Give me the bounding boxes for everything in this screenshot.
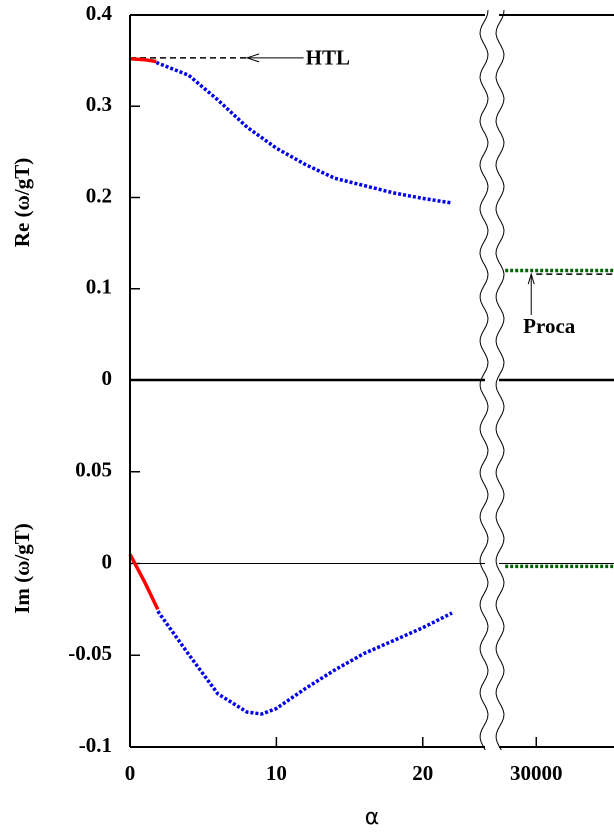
x-tick-label: 10: [266, 761, 287, 785]
y-tick-label: 0: [102, 366, 113, 390]
data-line: [156, 610, 453, 716]
y-tick-label: -0.1: [79, 733, 112, 757]
x-tick-label: 30000: [510, 761, 563, 785]
y-axis-label: Re (ω/gT): [10, 158, 34, 247]
x-tick-label: 0: [125, 761, 136, 785]
data-line: [128, 553, 160, 611]
axis-break: [495, 9, 505, 751]
data-line: [155, 60, 453, 205]
y-tick-label: 0.3: [86, 92, 112, 116]
data-line: [129, 57, 157, 64]
annotation: HTL: [306, 46, 350, 70]
y-tick-label: -0.05: [68, 641, 112, 665]
arrow-head: [527, 272, 535, 285]
axis-break-gap: [485, 5, 499, 753]
y-tick-label: 0.2: [86, 183, 112, 207]
x-tick-label: 20: [412, 761, 433, 785]
y-tick-label: 0: [102, 549, 113, 573]
x-axis-label: α: [365, 805, 380, 830]
y-axis-label: Im (ω/gT): [10, 523, 34, 614]
y-tick-label: 0.4: [86, 1, 113, 25]
axis-break: [479, 9, 489, 751]
arrow-head: [245, 53, 260, 63]
y-tick-label: 0.1: [86, 275, 112, 299]
annotation: Proca: [523, 314, 576, 338]
y-tick-label: 0.05: [75, 458, 112, 482]
